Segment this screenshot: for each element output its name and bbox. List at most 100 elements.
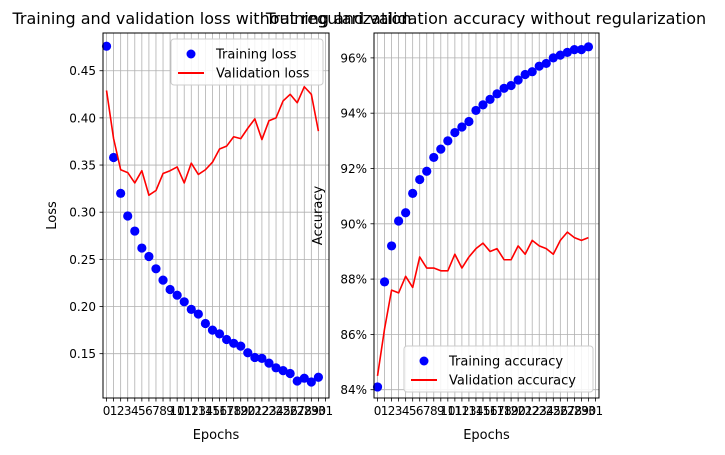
- loss-x-tick-label: 28: [297, 404, 312, 418]
- accuracy-x-tick-label: 6: [416, 404, 424, 418]
- loss-x-tick-label: 20: [240, 404, 255, 418]
- accuracy-x-tick-label: 9: [437, 404, 445, 418]
- loss-validation-line: [105, 85, 320, 197]
- loss-x-tick-label: 6: [145, 404, 153, 418]
- accuracy-x-tick-label: 29: [574, 404, 589, 418]
- accuracy-validation-line: [376, 231, 589, 376]
- accuracy-training-point: [534, 61, 544, 71]
- loss-training-point: [299, 373, 309, 383]
- loss-x-tick-label: 4: [131, 404, 139, 418]
- loss-y-tick-label: 0.15: [69, 347, 96, 361]
- loss-y-axis-label: Loss: [45, 201, 60, 230]
- accuracy-x-tick-label: 28: [567, 404, 582, 418]
- legend-marker-training-accuracy: [419, 356, 429, 366]
- loss-x-tick-label: 19: [233, 404, 248, 418]
- accuracy-x-tick-label: 12: [454, 404, 469, 418]
- loss-x-tick-label: 27: [290, 404, 305, 418]
- loss-training-point: [101, 41, 112, 51]
- accuracy-y-tick-label: 90%: [340, 217, 367, 231]
- accuracy-training-point: [422, 166, 432, 176]
- loss-training-point: [172, 290, 182, 300]
- loss-training-point: [221, 334, 232, 345]
- loss-y-tick-label: 0.30: [69, 206, 96, 220]
- loss-x-tick-label: 9: [166, 404, 174, 418]
- accuracy-x-tick-label: 16: [482, 404, 497, 418]
- loss-x-tick-label: 29: [304, 404, 319, 418]
- accuracy-x-tick-label: 8: [430, 404, 438, 418]
- loss-x-tick-label: 22: [254, 404, 269, 418]
- accuracy-x-tick-label: 10: [440, 404, 455, 418]
- accuracy-training-point: [520, 69, 530, 80]
- loss-training-point: [243, 348, 253, 358]
- accuracy-training-point: [408, 188, 418, 198]
- accuracy-training-point: [506, 80, 516, 91]
- loss-x-tick-label: 8: [159, 404, 167, 418]
- accuracy-training-point: [548, 53, 558, 63]
- loss-y-tick-label: 0.20: [69, 300, 96, 314]
- legend-label-training-accuracy: Training accuracy: [448, 355, 563, 370]
- loss-x-tick-label: 1: [110, 404, 118, 418]
- legend-marker-training-loss: [186, 49, 196, 59]
- accuracy-training-point: [379, 277, 390, 287]
- loss-x-tick-label: 15: [205, 404, 220, 418]
- accuracy-x-tick-label: 2: [388, 404, 396, 418]
- loss-training-point: [130, 226, 140, 236]
- loss-x-tick-label: 12: [184, 404, 199, 418]
- loss-x-tick-label: 23: [261, 404, 276, 418]
- loss-training-point: [186, 304, 196, 314]
- accuracy-training-point: [450, 127, 460, 138]
- loss-training-point: [271, 363, 281, 373]
- accuracy-training-point: [492, 89, 502, 99]
- accuracy-training-point: [386, 241, 397, 251]
- loss-x-tick-label: 18: [226, 404, 241, 418]
- loss-x-tick-label: 24: [268, 404, 283, 418]
- accuracy-x-tick-label: 23: [532, 404, 547, 418]
- loss-training-point: [306, 377, 316, 387]
- accuracy-training-point: [555, 50, 565, 60]
- accuracy-x-tick-label: 4: [402, 404, 410, 418]
- loss-chart: 0 1 2 3 4 5 6 7 8 9101112131415161718192021222324…: [12, 9, 412, 443]
- loss-x-tick-label: 3: [124, 404, 132, 418]
- accuracy-x-tick-label: 11: [447, 404, 462, 418]
- loss-x-tick-label: 16: [212, 404, 227, 418]
- accuracy-training-point: [569, 44, 579, 55]
- accuracy-x-tick-label: 20: [511, 404, 526, 418]
- accuracy-y-tick-label: 96%: [340, 51, 367, 65]
- loss-x-tick-label: 0: [103, 404, 111, 418]
- loss-x-tick-label: 2: [117, 404, 125, 418]
- accuracy-training-point: [394, 216, 404, 226]
- accuracy-training-point: [401, 208, 411, 218]
- loss-training-point: [250, 352, 260, 363]
- accuracy-training-point: [429, 152, 439, 163]
- accuracy-training-point: [464, 116, 474, 127]
- loss-training-point: [264, 358, 274, 368]
- loss-training-point: [165, 284, 175, 295]
- loss-legend-box: [170, 38, 324, 86]
- accuracy-x-tick-label: 26: [553, 404, 568, 418]
- accuracy-x-tick-label: 19: [503, 404, 518, 418]
- accuracy-training-point: [541, 58, 551, 69]
- accuracy-training-point: [562, 47, 572, 57]
- accuracy-y-tick-label: 94%: [340, 107, 367, 121]
- loss-training-point: [207, 325, 218, 335]
- accuracy-training-point: [436, 144, 446, 154]
- accuracy-training-point: [499, 83, 509, 93]
- accuracy-chart-title: Training and validation accuracy without…: [265, 9, 706, 28]
- loss-x-tick-label: 31: [318, 404, 333, 418]
- accuracy-training-point: [485, 94, 495, 104]
- accuracy-training-point: [372, 382, 383, 392]
- accuracy-legend: Training accuracy Validation accuracy: [403, 345, 594, 393]
- loss-training-point: [214, 329, 225, 339]
- loss-training-point: [179, 297, 189, 307]
- loss-x-tick-label: 10: [170, 404, 185, 418]
- loss-x-tick-label: 30: [311, 404, 326, 418]
- accuracy-training-point: [583, 42, 594, 52]
- loss-x-tick-label: 7: [152, 404, 160, 418]
- accuracy-y-tick-label: 86%: [340, 328, 367, 342]
- accuracy-training-point: [513, 75, 523, 85]
- accuracy-training-point: [576, 44, 587, 55]
- accuracy-training-point: [415, 174, 425, 185]
- loss-training-point: [229, 338, 239, 348]
- loss-training-point: [108, 152, 119, 163]
